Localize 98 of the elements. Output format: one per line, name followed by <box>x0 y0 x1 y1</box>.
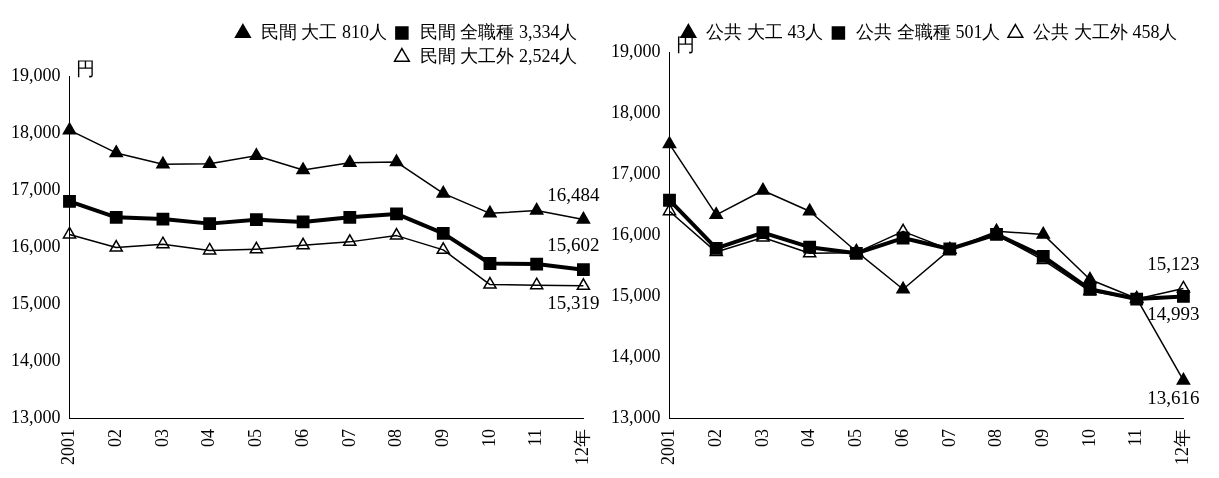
x-tick-label: 04 <box>198 429 219 447</box>
point <box>343 234 357 247</box>
point <box>390 207 403 221</box>
point <box>156 236 170 249</box>
point <box>202 242 217 255</box>
point <box>709 207 724 220</box>
x-tick-label: 11 <box>1125 429 1146 447</box>
point <box>343 210 357 224</box>
x-tick-label: 2001 <box>658 429 679 465</box>
data-label: 16,484 <box>547 183 601 205</box>
legend-label: 民間 全職種 3,334人 <box>419 21 578 42</box>
y-tick-label: 16,000 <box>611 223 661 244</box>
x-tick-label: 07 <box>938 429 959 447</box>
x-tick-label: 09 <box>1031 429 1052 447</box>
x-tick-label: 05 <box>845 429 866 447</box>
point <box>483 257 497 270</box>
x-tick-label: 05 <box>245 429 266 447</box>
data-label: 14,993 <box>1147 302 1200 324</box>
point <box>203 217 217 231</box>
x-tick-label: 08 <box>385 429 406 447</box>
y-tick-label: 18,000 <box>11 121 61 142</box>
point <box>529 202 544 215</box>
point <box>109 145 124 158</box>
x-tick-label: 06 <box>891 429 912 447</box>
legend-label: 公共 大工 43人 <box>706 21 824 42</box>
x-tick-label: 09 <box>431 429 452 447</box>
point <box>576 278 591 291</box>
point <box>202 156 217 169</box>
point <box>756 182 770 195</box>
point <box>803 240 817 254</box>
point <box>249 148 264 161</box>
point <box>296 237 310 250</box>
y-tick-label: 15,000 <box>611 284 661 305</box>
data-label: 13,616 <box>1147 386 1200 408</box>
x-tick-label: 12年 <box>572 429 593 465</box>
point <box>156 156 170 169</box>
point <box>436 242 451 255</box>
y-tick-label: 13,000 <box>611 406 661 427</box>
point <box>249 241 264 254</box>
point <box>62 226 77 239</box>
point <box>109 239 124 252</box>
point <box>249 213 263 227</box>
x-tick-label: 04 <box>798 429 819 447</box>
point <box>662 136 677 149</box>
y-tick-label: 14,000 <box>611 345 661 366</box>
point <box>343 154 357 167</box>
y-axis-title: 円 <box>75 58 95 80</box>
y-tick-label: 16,000 <box>11 235 61 256</box>
y-tick-label: 17,000 <box>611 162 661 183</box>
y-tick-label: 17,000 <box>11 178 61 199</box>
x-tick-label: 2001 <box>58 429 79 465</box>
point <box>663 193 676 207</box>
y-tick-label: 15,000 <box>11 292 61 313</box>
point <box>896 223 910 236</box>
point <box>530 257 544 271</box>
x-tick-label: 07 <box>338 429 359 447</box>
point <box>529 277 544 290</box>
x-tick-label: 12年 <box>1172 429 1193 465</box>
legend-label: 民間 大工外 2,524人 <box>419 45 578 66</box>
point <box>436 226 450 240</box>
point <box>896 281 910 294</box>
point <box>436 185 451 198</box>
data-label: 15,319 <box>547 292 600 314</box>
point <box>1083 271 1097 284</box>
point <box>1036 226 1051 239</box>
data-label: 15,123 <box>1147 252 1200 274</box>
legend-label: 公共 大工外 458人 <box>1033 21 1178 42</box>
point <box>389 227 404 240</box>
point <box>389 154 404 167</box>
legend-label: 民間 大工 810人 <box>260 21 387 42</box>
x-tick-label: 11 <box>525 429 546 447</box>
legend-label: 公共 全職種 501人 <box>856 21 1001 42</box>
point <box>63 194 76 208</box>
point <box>1176 372 1191 385</box>
x-tick-label: 03 <box>751 429 772 447</box>
point <box>802 203 817 216</box>
point <box>483 205 497 218</box>
x-tick-label: 02 <box>104 429 125 447</box>
x-tick-label: 10 <box>1078 429 1099 447</box>
point <box>483 276 497 289</box>
data-label: 15,602 <box>547 234 600 256</box>
x-tick-label: 02 <box>704 429 725 447</box>
point <box>576 211 591 224</box>
x-tick-label: 03 <box>151 429 172 447</box>
point <box>1176 290 1190 303</box>
x-tick-label: 06 <box>291 429 312 447</box>
point <box>1176 280 1191 293</box>
y-tick-label: 14,000 <box>11 349 61 370</box>
y-tick-label: 19,000 <box>11 64 61 85</box>
y-tick-label: 19,000 <box>611 40 661 61</box>
point <box>576 263 590 277</box>
y-tick-label: 13,000 <box>11 406 61 427</box>
x-tick-label: 08 <box>985 429 1006 447</box>
x-tick-label: 10 <box>478 429 499 447</box>
point <box>62 122 77 135</box>
point <box>109 210 123 224</box>
point <box>296 162 310 175</box>
y-tick-label: 18,000 <box>611 101 661 122</box>
